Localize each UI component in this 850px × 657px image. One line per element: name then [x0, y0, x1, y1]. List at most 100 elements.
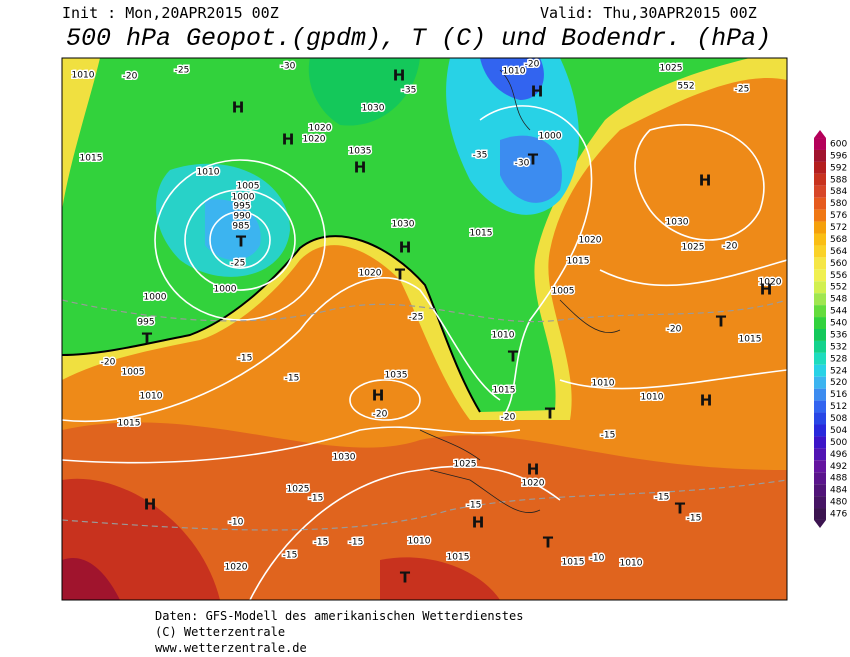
contour-label: 1010	[197, 168, 220, 178]
contour-label: 1025	[682, 243, 705, 253]
field-blue	[480, 58, 544, 100]
contour-label: 990	[233, 212, 250, 222]
colorbar-label: 552	[830, 283, 847, 293]
init-time: Init : Mon,20APR2015 00Z	[62, 4, 279, 22]
colorbar-label: 572	[830, 223, 847, 233]
pressure-center: T	[400, 569, 411, 587]
colorbar-label: 512	[830, 402, 847, 412]
pressure-center: T	[508, 348, 519, 366]
colorbar-label: 480	[830, 498, 847, 508]
colorbar-swatch	[814, 460, 826, 473]
contour-label: 1025	[454, 460, 477, 470]
contour-label: 1035	[385, 371, 408, 381]
colorbar-swatch	[814, 364, 826, 377]
contour-label: 1015	[118, 419, 141, 429]
colorbar-label: 580	[830, 199, 847, 209]
pressure-center: H	[282, 131, 295, 149]
contour-label: -15	[309, 494, 324, 504]
contour-label: -20	[723, 242, 738, 252]
field-blue	[205, 199, 261, 260]
contour-label: 1000	[144, 293, 167, 303]
isobar	[62, 426, 521, 464]
colorbar-swatch	[814, 317, 826, 329]
colorbar-label: 488	[830, 474, 847, 484]
colorbar-swatch	[814, 185, 826, 198]
colorbar-label: 588	[830, 175, 847, 185]
pressure-center: H	[531, 83, 544, 101]
pressure-center: H	[144, 496, 157, 514]
contour-label: 1010	[140, 392, 163, 402]
contour-label: 1020	[759, 278, 782, 288]
colorbar-label: 516	[830, 390, 847, 400]
colorbar-swatch	[814, 161, 826, 174]
contour-label: 1035	[349, 147, 372, 157]
colorbar-swatch	[814, 245, 826, 258]
contour-label: 1005	[552, 287, 575, 297]
colorbar-swatch	[814, 149, 826, 162]
colorbar-swatch	[814, 352, 826, 365]
contour-label: 1010	[620, 559, 643, 569]
colorbar-label: 524	[830, 366, 847, 376]
pressure-center: H	[527, 461, 540, 479]
contour-label: -20	[373, 410, 388, 420]
contour-label: 1005	[237, 182, 260, 192]
colorbar-swatch	[814, 269, 826, 282]
contour-label: -25	[735, 85, 750, 95]
contour-label: -15	[285, 374, 300, 384]
contour-label: 1010	[592, 379, 615, 389]
pressure-center: H	[232, 99, 245, 117]
colorbar-swatch	[814, 197, 826, 210]
colorbar-swatch	[814, 472, 826, 485]
field-maroon	[62, 558, 120, 600]
pressure-center: H	[399, 239, 412, 257]
contour-label: -30	[515, 159, 530, 169]
contour-label: 1015	[470, 229, 493, 239]
contour-label: -10	[229, 518, 244, 528]
map-frame	[61, 57, 788, 601]
isobar	[62, 277, 501, 422]
pressure-center: T	[716, 313, 727, 331]
contour-label: 995	[233, 202, 250, 212]
contour-label: -20	[525, 60, 540, 70]
contour-label: 1015	[739, 335, 762, 345]
contour-label: 1015	[562, 558, 585, 568]
contour-label: -15	[601, 431, 616, 441]
contour-label: -35	[473, 151, 488, 161]
contour-label: -15	[283, 551, 298, 561]
contour-label: -20	[501, 413, 516, 423]
contour-label: -20	[101, 358, 116, 368]
colorbar-label: 560	[830, 259, 847, 269]
field-darkgreen	[308, 58, 420, 126]
colorbar-swatch	[814, 281, 826, 294]
colorbar-label: 600	[830, 140, 847, 150]
contour-label: 1025	[660, 64, 683, 74]
isotherm	[62, 299, 787, 323]
contour-label: 1010	[72, 71, 95, 81]
colorbar-label: 532	[830, 342, 847, 352]
pressure-center: T	[543, 534, 554, 552]
pressure-center: T	[545, 405, 556, 423]
isobar	[249, 465, 561, 600]
colorbar-swatch	[814, 257, 826, 270]
contour-label: -25	[231, 259, 246, 269]
contour-label: -15	[467, 501, 482, 511]
colorbar-label: 520	[830, 378, 847, 388]
pressure-center: T	[395, 266, 406, 284]
pressure-center: T	[142, 330, 153, 348]
colorbar-label: 540	[830, 319, 847, 329]
pressure-center: H	[472, 514, 485, 532]
isobar	[479, 105, 593, 421]
isobar	[559, 369, 787, 390]
pressure-center: T	[675, 500, 686, 518]
pressure-center: H	[354, 159, 367, 177]
contour-label: -25	[409, 313, 424, 323]
colorbar-label: 504	[830, 426, 847, 436]
field-blue	[500, 135, 562, 203]
contour-label: -10	[590, 554, 605, 564]
colorbar-swatch	[814, 293, 826, 306]
colorbar-label: 556	[830, 271, 847, 281]
contour-label: 1030	[333, 453, 356, 463]
colorbar-label: 528	[830, 354, 847, 364]
colorbar-swatch	[814, 424, 826, 437]
